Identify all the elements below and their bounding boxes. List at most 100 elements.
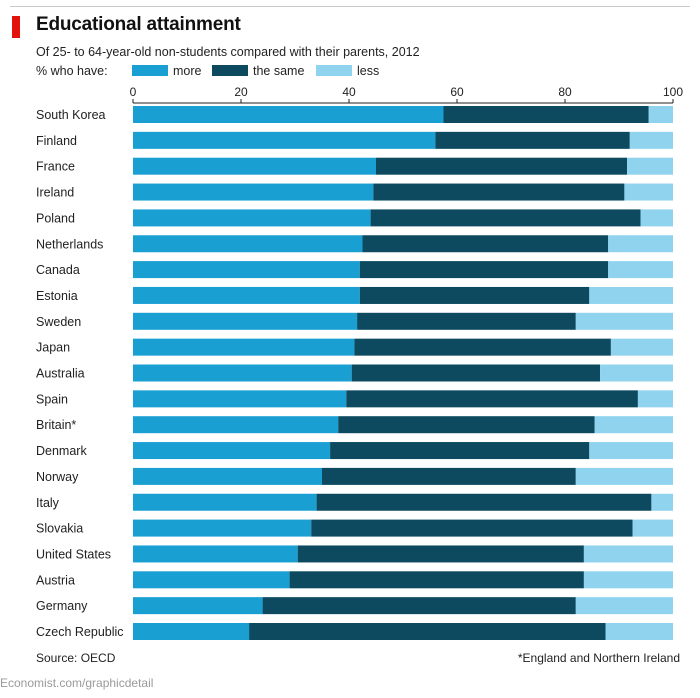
bar-the-same-5 (362, 235, 609, 253)
bar-more-18 (133, 571, 290, 589)
category-label-16: Slovakia (36, 522, 83, 536)
legend-swatch-same (212, 65, 248, 76)
bar-less-14 (575, 467, 673, 485)
legend-item-less: less (316, 64, 379, 78)
bar-more-2 (133, 157, 376, 175)
category-label-8: Sweden (36, 315, 81, 329)
bar-less-4 (640, 209, 673, 227)
bar-the-same-14 (322, 467, 576, 485)
legend-lead: % who have: (36, 64, 108, 78)
legend-label-more: more (173, 64, 202, 78)
bar-less-12 (594, 416, 673, 434)
category-label-10: Australia (36, 367, 85, 381)
chart-subtitle: Of 25- to 64-year-old non-students compa… (36, 45, 420, 59)
x-tick-label-40: 40 (342, 85, 356, 99)
bar-less-10 (600, 364, 673, 382)
bar-more-14 (133, 467, 322, 485)
bar-the-same-4 (370, 209, 641, 227)
category-label-17: United States (36, 547, 111, 561)
top-rule (10, 6, 690, 7)
bar-the-same-11 (346, 390, 638, 408)
category-label-5: Netherlands (36, 237, 103, 251)
category-label-11: Spain (36, 392, 68, 406)
bar-less-16 (632, 519, 673, 537)
bar-more-8 (133, 312, 358, 330)
bar-the-same-13 (330, 442, 590, 460)
bar-less-20 (605, 623, 673, 640)
x-tick-label-80: 80 (558, 85, 572, 99)
legend-label-less: less (357, 64, 380, 78)
category-label-1: Finland (36, 134, 77, 148)
bar-less-15 (651, 493, 673, 511)
bar-the-same-7 (359, 286, 590, 304)
bar-more-12 (133, 416, 339, 434)
bar-the-same-9 (354, 338, 611, 356)
bar-less-9 (610, 338, 673, 356)
category-label-14: Norway (36, 470, 79, 484)
bar-less-5 (608, 235, 673, 253)
credit-line: Economist.com/graphicdetail (0, 676, 154, 690)
x-tick-label-100: 100 (663, 85, 683, 99)
category-label-3: Ireland (36, 186, 74, 200)
x-tick-label-0: 0 (130, 85, 137, 99)
category-label-0: South Korea (36, 108, 106, 122)
bar-more-13 (133, 442, 331, 460)
x-tick-label-60: 60 (450, 85, 464, 99)
category-label-15: Italy (36, 496, 60, 510)
bar-the-same-20 (249, 623, 606, 640)
bar-more-10 (133, 364, 352, 382)
bar-the-same-8 (357, 312, 576, 330)
category-label-12: Britain* (36, 418, 76, 432)
category-label-6: Canada (36, 263, 80, 277)
legend-label-same: the same (253, 64, 305, 78)
brand-tag (12, 16, 20, 38)
legend-item-same: the same (212, 64, 304, 78)
legend-swatch-less (316, 65, 352, 76)
bar-less-8 (575, 312, 673, 330)
legend-item-more: more (132, 64, 201, 78)
bar-less-2 (627, 157, 673, 175)
footnote: *England and Northern Ireland (517, 651, 680, 665)
bar-the-same-19 (262, 597, 576, 615)
bar-more-7 (133, 286, 360, 304)
legend-swatch-more (132, 65, 168, 76)
category-label-4: Poland (36, 211, 75, 225)
bar-more-1 (133, 131, 436, 149)
bar-less-6 (608, 261, 673, 279)
bar-more-9 (133, 338, 355, 356)
category-label-13: Denmark (36, 444, 87, 458)
bar-the-same-18 (289, 571, 584, 589)
category-label-7: Estonia (36, 289, 78, 303)
bar-the-same-1 (435, 131, 630, 149)
category-label-19: Germany (36, 599, 88, 613)
bar-the-same-10 (351, 364, 601, 382)
bar-the-same-12 (338, 416, 595, 434)
bar-less-11 (637, 390, 673, 408)
bar-less-0 (648, 106, 673, 123)
bar-more-3 (133, 183, 374, 201)
bar-the-same-3 (373, 183, 625, 201)
bar-the-same-16 (311, 519, 633, 537)
bar-less-1 (629, 131, 673, 149)
bar-less-13 (589, 442, 673, 460)
bar-less-19 (575, 597, 673, 615)
chart-title: Educational attainment (36, 14, 241, 35)
bar-more-0 (133, 106, 444, 123)
bar-more-4 (133, 209, 371, 227)
category-label-18: Austria (36, 573, 75, 587)
bar-more-19 (133, 597, 263, 615)
category-label-20: Czech Republic (36, 625, 124, 639)
bar-less-17 (583, 545, 673, 563)
bar-the-same-0 (443, 106, 649, 123)
bar-less-18 (583, 571, 673, 589)
source-note: Source: OECD (36, 651, 116, 665)
bar-less-3 (624, 183, 673, 201)
bar-the-same-17 (297, 545, 584, 563)
bar-the-same-15 (316, 493, 652, 511)
bar-more-15 (133, 493, 317, 511)
bar-more-11 (133, 390, 347, 408)
bar-more-20 (133, 623, 250, 640)
bar-more-17 (133, 545, 298, 563)
